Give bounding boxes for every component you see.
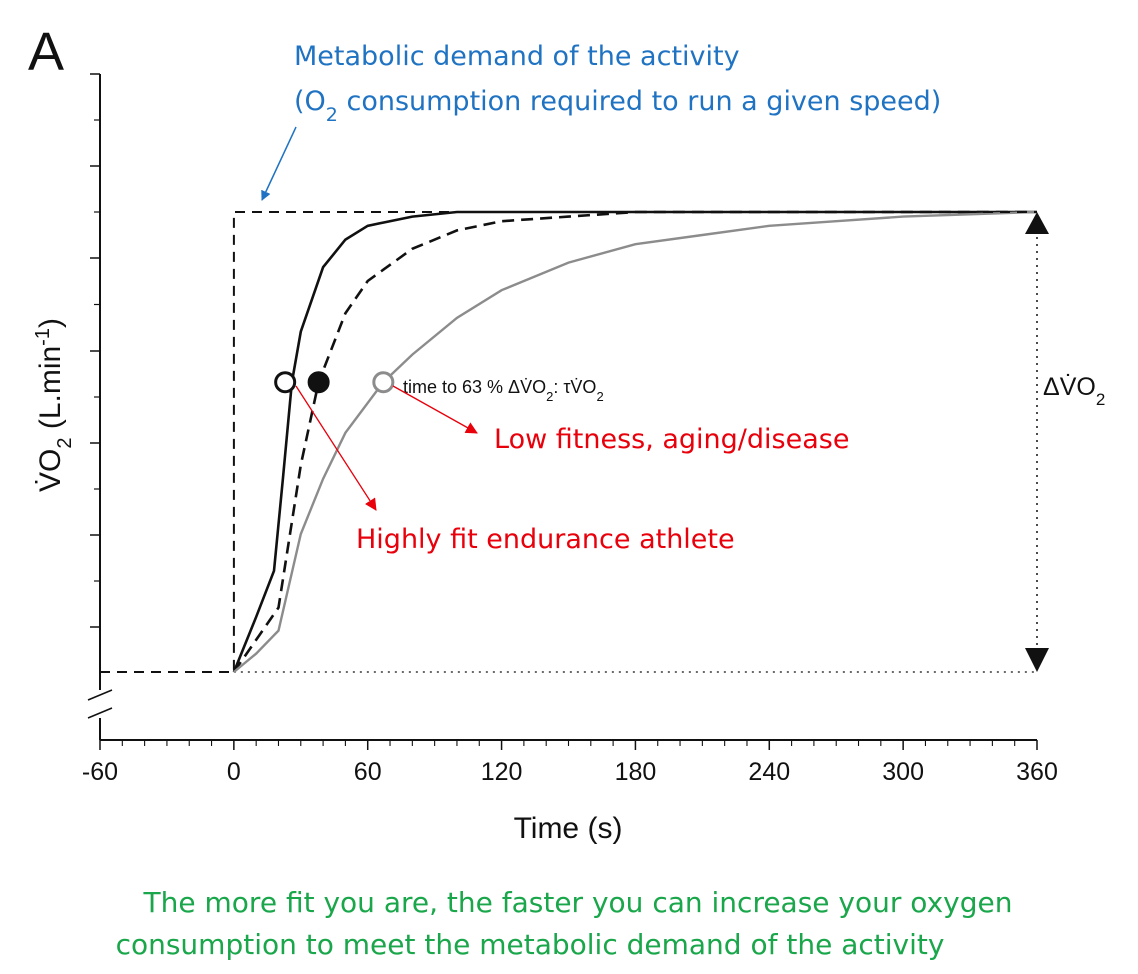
x-tick-label: 300 bbox=[882, 758, 924, 786]
y-axis-break bbox=[87, 689, 113, 719]
y-axis bbox=[90, 73, 101, 740]
series-dashed-demand bbox=[100, 211, 1037, 673]
footer-line2: consumption to meet the metabolic demand… bbox=[116, 928, 945, 961]
x-tick-label: 60 bbox=[354, 758, 382, 786]
delta-arrow-down bbox=[1025, 648, 1049, 672]
low-fitness-label: Low fitness, aging/disease bbox=[494, 424, 849, 455]
low-fitness-arrow bbox=[392, 385, 478, 434]
x-axis-title: Time (s) bbox=[514, 812, 623, 845]
athlete-arrow bbox=[295, 385, 377, 511]
x-tick-label: -60 bbox=[82, 758, 118, 786]
tau-marker-open-black bbox=[274, 371, 297, 394]
x-axis: -60 0 60 120 180 240 300 360 bbox=[82, 739, 1058, 786]
x-tick-label: 120 bbox=[481, 758, 523, 786]
x-tick-label: 360 bbox=[1016, 758, 1058, 786]
axis-break-mark bbox=[87, 707, 113, 719]
series-solid-gray bbox=[233, 210, 1038, 673]
series-dashed-black bbox=[232, 210, 1037, 673]
demand-arrow bbox=[261, 126, 297, 201]
y-axis-title: V̇O2 (L.min-1) bbox=[32, 318, 76, 492]
tau-marker-open-gray bbox=[372, 371, 395, 394]
demand-annotation-line2: (O2 consumption required to run a given … bbox=[294, 86, 941, 126]
delta-vo2-label: ΔV̇O2 bbox=[1043, 372, 1105, 408]
demand-annotation-line1: Metabolic demand of the activity bbox=[294, 41, 740, 72]
delta-arrow-up bbox=[1025, 212, 1049, 234]
axis-break-mark bbox=[87, 689, 113, 701]
athlete-label: Highly fit endurance athlete bbox=[356, 524, 735, 555]
x-tick-label: 240 bbox=[748, 758, 790, 786]
tau-annotation: time to 63 % ΔV̇O2: τV̇O2 bbox=[403, 377, 604, 404]
x-tick-label: 180 bbox=[615, 758, 657, 786]
plot-area bbox=[100, 210, 1049, 673]
footer-line1: The more fit you are, the faster you can… bbox=[143, 886, 1013, 919]
x-tick-label: 0 bbox=[227, 758, 241, 786]
tau-marker-filled-black bbox=[307, 371, 330, 394]
panel-label: A bbox=[28, 22, 64, 82]
